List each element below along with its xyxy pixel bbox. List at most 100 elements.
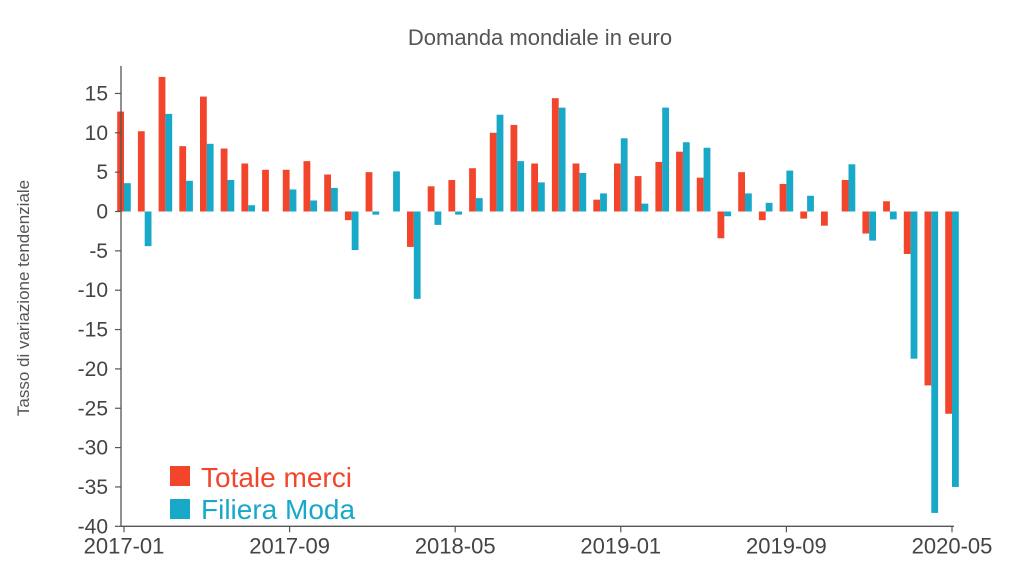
x-tick-label: 2017-09 (249, 533, 330, 558)
bar-totale-merci-2020-01 (862, 211, 870, 234)
bar-totale-merci-2019-05 (696, 177, 704, 212)
bar-filiera-moda-2020-05 (952, 211, 959, 487)
bar-totale-merci-2018-06 (469, 168, 476, 212)
bar-filiera-moda-2018-11 (579, 172, 587, 212)
bar-totale-merci-2017-11 (324, 174, 331, 212)
legend: Totale merci Filiera Moda (170, 462, 355, 525)
bar-totale-merci-2019-06 (717, 211, 725, 239)
bar-totale-merci-2018-04 (427, 186, 435, 212)
bar-totale-merci-2017-10 (303, 161, 311, 212)
bar-filiera-moda-2019-09 (786, 170, 794, 212)
bar-filiera-moda-2019-02 (641, 203, 649, 212)
legend-swatch-filiera-moda (170, 499, 190, 519)
bar-filiera-moda-2020-01 (869, 211, 876, 241)
bar-totale-merci-2018-10 (551, 98, 559, 212)
x-tick-label: 2020-05 (912, 533, 993, 558)
bar-totale-merci-2019-11 (821, 211, 828, 226)
bar-filiera-moda-2017-01 (124, 183, 131, 212)
y-tick-label: -30 (78, 437, 108, 460)
x-tick-label: 2017-01 (84, 533, 165, 558)
y-tick-label: -10 (78, 279, 108, 302)
bar-filiera-moda-2017-06 (227, 180, 235, 212)
bar-filiera-moda-2019-08 (765, 202, 773, 212)
bar-filiera-moda-2018-05 (455, 211, 462, 215)
bar-filiera-moda-2020-02 (889, 211, 897, 220)
bar-filiera-moda-2018-02 (393, 171, 400, 212)
bar-filiera-moda-2018-09 (538, 182, 545, 212)
bar-filiera-moda-2019-10 (807, 195, 814, 212)
bar-filiera-moda-2017-02 (144, 211, 152, 247)
y-tick-label: -20 (78, 358, 108, 381)
bar-totale-merci-2019-01 (614, 163, 621, 212)
legend-label-totale-merci: Totale merci (201, 462, 352, 493)
y-tick-label: 10 (85, 122, 108, 145)
bar-filiera-moda-2017-04 (186, 180, 193, 212)
bar-filiera-moda-2017-10 (310, 200, 318, 212)
bar-totale-merci-2017-09 (282, 169, 290, 212)
legend-swatch-totale-merci (170, 466, 190, 486)
bar-totale-merci-2017-12 (344, 211, 352, 221)
bar-totale-merci-2018-11 (572, 163, 580, 212)
bar-totale-merci-2017-02 (137, 131, 145, 212)
y-tick-label: -40 (78, 515, 108, 538)
y-tick-label: -35 (78, 476, 108, 499)
y-tick-label: -15 (78, 319, 108, 342)
bar-totale-merci-2020-04 (924, 211, 932, 386)
legend-label-filiera-moda: Filiera Moda (201, 494, 355, 525)
bar-filiera-moda-2017-12 (351, 211, 359, 251)
x-tick-label: 2018-05 (415, 533, 496, 558)
bar-filiera-moda-2018-10 (558, 107, 566, 212)
bar-totale-merci-2018-07 (489, 132, 497, 212)
bar-totale-merci-2017-04 (179, 146, 187, 212)
bar-filiera-moda-2018-12 (600, 193, 607, 212)
bar-filiera-moda-2018-06 (475, 198, 483, 212)
x-tick-label: 2019-09 (746, 533, 827, 558)
bar-filiera-moda-2017-09 (289, 189, 297, 212)
bar-totale-merci-2019-09 (779, 183, 787, 212)
y-tick-label: -5 (89, 240, 108, 263)
bar-totale-merci-2019-10 (800, 211, 808, 219)
bar-filiera-moda-2019-01 (620, 138, 628, 212)
bar-totale-merci-2018-05 (448, 180, 456, 212)
bar-filiera-moda-2019-07 (745, 193, 752, 212)
bar-filiera-moda-2020-04 (931, 211, 939, 513)
bar-filiera-moda-2018-03 (413, 211, 421, 299)
bar-totale-merci-2018-08 (510, 124, 518, 212)
bar-totale-merci-2019-02 (634, 176, 642, 212)
x-tick-label: 2019-01 (580, 533, 661, 558)
bar-filiera-moda-2017-11 (331, 187, 338, 212)
bar-filiera-moda-2020-03 (910, 211, 918, 359)
bar-totale-merci-2019-07 (738, 172, 745, 212)
bar-totale-merci-2017-03 (158, 76, 166, 212)
y-tick-label: -25 (78, 397, 108, 420)
bar-totale-merci-2019-03 (655, 161, 663, 212)
bar-totale-merci-2019-12 (841, 180, 849, 212)
bar-filiera-moda-2019-03 (662, 107, 669, 212)
bar-filiera-moda-2019-12 (848, 164, 856, 212)
bar-totale-merci-2020-02 (883, 201, 890, 212)
bar-totale-merci-2017-06 (220, 148, 228, 212)
y-tick-label: 0 (96, 201, 108, 224)
bar-filiera-moda-2017-05 (206, 143, 214, 212)
bar-filiera-moda-2018-07 (496, 114, 504, 212)
bar-totale-merci-2020-03 (903, 211, 911, 254)
bar-filiera-moda-2018-08 (517, 161, 525, 212)
bar-totale-merci-2017-07 (241, 163, 249, 212)
bar-totale-merci-2018-01 (365, 172, 373, 212)
y-axis-label: Tasso di variazione tendenziale (14, 180, 33, 416)
bar-filiera-moda-2017-03 (165, 113, 173, 212)
chart-title: Domanda mondiale in euro (408, 25, 672, 50)
bar-filiera-moda-2019-06 (724, 211, 732, 217)
bar-totale-merci-2018-03 (407, 211, 414, 247)
bar-filiera-moda-2019-05 (703, 147, 711, 212)
bar-filiera-moda-2017-07 (248, 205, 255, 212)
bar-totale-merci-2017-08 (262, 169, 269, 212)
bar-filiera-moda-2018-01 (372, 211, 380, 215)
bar-totale-merci-2018-12 (593, 199, 601, 212)
bar-filiera-moda-2019-04 (682, 142, 690, 212)
bar-totale-merci-2019-04 (676, 151, 683, 212)
y-tick-label: 5 (96, 161, 108, 184)
bar-totale-merci-2019-08 (758, 211, 766, 221)
bar-totale-merci-2020-05 (945, 211, 952, 414)
